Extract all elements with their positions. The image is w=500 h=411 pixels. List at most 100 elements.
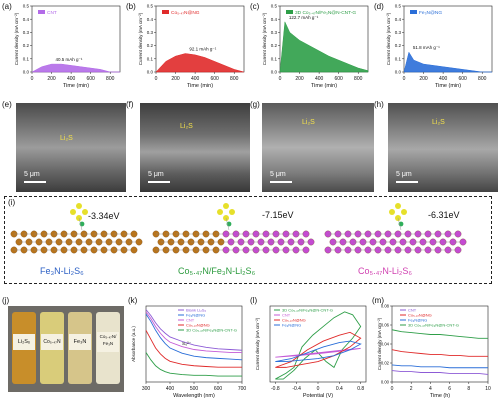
panel-m-tag: (m) <box>372 296 384 305</box>
energy-value-1: -3.34eV <box>88 211 120 221</box>
y-tick-label: 0.00 <box>381 380 390 385</box>
series-line-1 <box>275 347 361 358</box>
chart-c: 0 200 400 600 800 0.0 0.1 0.2 0.3 0.4 0.5 Time (min… <box>262 4 369 89</box>
panel-k-tag: (k) <box>128 296 138 305</box>
scale-bar-f <box>148 181 170 183</box>
composition-label-1: Fe₃N-Li₂S₆ <box>40 266 84 276</box>
x-tick-label: 10 <box>485 386 491 392</box>
capacity-annotation: 92.1 mAh g⁻¹ <box>189 47 216 52</box>
vial-label-1: Li₂S₆ <box>13 334 35 350</box>
series-line-2 <box>145 311 242 353</box>
y-tick-label: 0.0 <box>271 70 278 75</box>
atom <box>135 238 143 246</box>
y-tick-label: 0.0 <box>23 70 30 75</box>
x-tick-label: 600 <box>214 386 223 392</box>
sem-image-e: Li₂S 5 μm <box>16 103 126 192</box>
heterostructure <box>152 203 315 254</box>
x-tick-label: 200 <box>171 76 180 82</box>
atom <box>302 246 310 254</box>
x-tick-label: 500 <box>190 386 199 392</box>
y-tick-label: 0.2 <box>23 43 30 48</box>
x-axis-label: Potential (V) <box>303 393 333 399</box>
x-tick-label: 0 <box>31 76 34 82</box>
series-line-0 <box>391 370 489 375</box>
energy-value-3: -6.31eV <box>428 210 460 220</box>
area-series <box>31 63 120 73</box>
x-tick-label: 0.4 <box>336 386 343 392</box>
x-tick-label: 200 <box>47 76 56 82</box>
series-line-0 <box>275 311 362 380</box>
y-tick-label: 0.2 <box>271 43 278 48</box>
series-line-1 <box>145 313 243 361</box>
y-tick-label: 0.02 <box>381 361 390 366</box>
bond <box>78 217 83 231</box>
legend-label: Fe₃N@NG <box>282 323 301 328</box>
sem-image-h: Li₂S 5 μm <box>388 103 498 192</box>
y-tick-label: 0.5 <box>395 4 402 9</box>
y-tick-label: 0.4 <box>271 17 278 22</box>
x-axis-label: Time (min) <box>63 83 89 89</box>
capacity-annotation: 51.8 mAh g⁻¹ <box>413 45 440 50</box>
scale-text-h: 5 μm <box>396 171 412 178</box>
series-line-2 <box>275 331 362 368</box>
legend-label: 3D Co₅.₄₇N/Fe₃N@N-CNT-G <box>408 323 459 328</box>
x-tick-label: 800 <box>354 76 363 82</box>
sulfur-atom <box>82 209 88 215</box>
x-tick-label: 400 <box>166 386 175 392</box>
y-tick-label: 0.5 <box>147 4 154 9</box>
legend-label: Fe₃N@NG <box>408 318 427 323</box>
capacity-annotation: 122.7 mAh g⁻¹ <box>289 15 319 20</box>
x-tick-label: 0 <box>279 76 282 82</box>
bond <box>225 217 230 231</box>
vial-4: Co₅.₄₇N/ Fe₃N <box>96 312 120 384</box>
x-tick-label: 400 <box>439 76 448 82</box>
scale-text-e: 5 μm <box>24 171 40 178</box>
y-tick-label: 0.2 <box>147 43 154 48</box>
y-axis-label: Current density (mA cm⁻²) <box>14 12 19 65</box>
legend-label: Fe₃N@NG <box>186 313 205 318</box>
legend-label: Co₅.₄₇N@NG <box>282 318 306 323</box>
sulfur-atom <box>217 209 223 215</box>
series-line-3 <box>145 330 242 368</box>
atom <box>454 230 462 238</box>
composition-label-3: Co₅.₄₇N-Li₂S₆ <box>358 266 413 276</box>
x-tick-label: 200 <box>419 76 428 82</box>
sulfur-atom <box>395 203 401 209</box>
y-axis-label: Absorbance (a.u.) <box>131 326 136 362</box>
series-line-0 <box>145 309 243 351</box>
sulfur-atom <box>229 209 235 215</box>
y-tick-label: 0.5 <box>23 4 30 9</box>
y-tick-label: 0.0 <box>395 70 402 75</box>
panel-j-tag: (j) <box>2 296 10 305</box>
x-tick-label: 0 <box>155 76 158 82</box>
panel-i-tag: (i) <box>8 198 16 207</box>
scale-text-f: 5 μm <box>148 171 164 178</box>
fe3n-structure <box>10 203 143 254</box>
area-series <box>403 51 492 73</box>
sulfur-atom <box>76 203 82 209</box>
legend-swatch <box>38 10 45 14</box>
y-tick-label: 0.0 <box>147 70 154 75</box>
capacity-annotation: 40.5 mAh g⁻¹ <box>56 57 83 62</box>
y-tick-label: 0.3 <box>271 30 278 35</box>
x-tick-label: 600 <box>86 76 95 82</box>
x-tick-label: 8 <box>467 386 470 392</box>
scale-bar-g <box>270 181 292 183</box>
legend-swatch <box>286 10 293 14</box>
chart-l: -0.8 -0.4 0 0.4 0.8 Potential (V) Current dens… <box>255 305 367 399</box>
y-axis-label: Current density (mA cm⁻²) <box>255 317 260 370</box>
x-tick-label: 700 <box>238 386 247 392</box>
plot-frame <box>391 305 489 383</box>
y-tick-label: 0.1 <box>23 56 30 61</box>
y-tick-label: 0.4 <box>147 17 154 22</box>
series-line-1 <box>391 349 488 357</box>
x-axis-label: Time (min) <box>187 83 213 89</box>
y-tick-label: 0.06 <box>381 323 390 328</box>
y-tick-label: 0.08 <box>381 304 390 309</box>
y-axis-label: Current density (mA cm⁻²) <box>377 317 382 370</box>
x-tick-label: -0.8 <box>271 386 280 392</box>
scale-text-g: 5 μm <box>270 171 286 178</box>
panel-l-tag: (l) <box>250 296 258 305</box>
x-tick-label: 4 <box>429 386 432 392</box>
bond <box>397 217 402 231</box>
